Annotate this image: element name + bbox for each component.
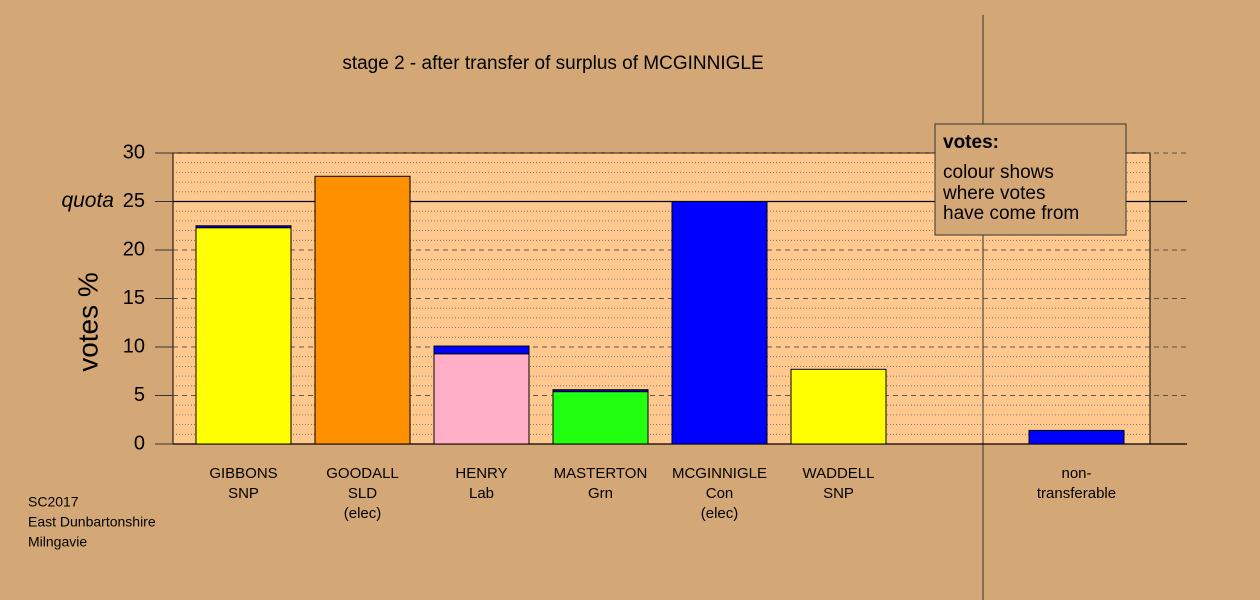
bar-segment <box>195 225 292 229</box>
legend-title: votes: <box>943 132 999 153</box>
x-tick-label: GIBBONS <box>209 465 277 482</box>
x-tick-label: SLD <box>348 485 377 502</box>
y-tick-label: 30 <box>123 141 145 163</box>
footnote: Milngavie <box>28 534 87 550</box>
x-tick-label: WADDELL <box>803 465 875 482</box>
bar-segment <box>552 389 649 393</box>
y-axis-label: votes % <box>72 272 103 372</box>
footnote: East Dunbartonshire <box>28 514 156 530</box>
y-tick-label: 20 <box>123 238 145 260</box>
y-tick-label: 15 <box>123 287 145 309</box>
bar-segment <box>790 368 887 445</box>
bar-segment <box>552 391 649 445</box>
bar-segment <box>433 345 530 355</box>
x-tick-label: HENRY <box>455 465 507 482</box>
bar-segment <box>433 353 530 445</box>
y-tick-label: 5 <box>134 384 145 406</box>
legend: votes: colour shows where votes have com… <box>934 123 1127 236</box>
bar-segment <box>1028 429 1125 445</box>
legend-text: where votes <box>942 183 1045 204</box>
bar-segment <box>314 175 411 445</box>
legend-text: have come from <box>943 203 1079 224</box>
x-tick-label: SNP <box>823 485 854 502</box>
x-tick-label: Con <box>706 485 734 502</box>
footnote: SC2017 <box>28 494 79 510</box>
y-tick-label: 25 <box>123 190 145 212</box>
x-tick-label: (elec) <box>701 505 739 522</box>
x-tick-label: SNP <box>228 485 259 502</box>
x-tick-label: MASTERTON <box>554 465 648 482</box>
chart-title: stage 2 - after transfer of surplus of M… <box>342 53 763 74</box>
x-tick-label: Lab <box>469 485 494 502</box>
x-tick-label: Grn <box>588 485 613 502</box>
x-tick-label: (elec) <box>344 505 382 522</box>
x-tick-label: GOODALL <box>326 465 399 482</box>
y-tick-label: 0 <box>134 432 145 454</box>
x-tick-label: transferable <box>1037 485 1116 502</box>
legend-box <box>934 123 1127 236</box>
legend-text: colour shows <box>943 162 1054 183</box>
x-tick-label: MCGINNIGLE <box>672 465 767 482</box>
bar-segment <box>195 227 292 445</box>
x-tick-label: non- <box>1061 465 1091 482</box>
bar-segment <box>671 201 768 445</box>
y-tick-label: 10 <box>123 335 145 357</box>
quota-label: quota <box>61 189 114 212</box>
